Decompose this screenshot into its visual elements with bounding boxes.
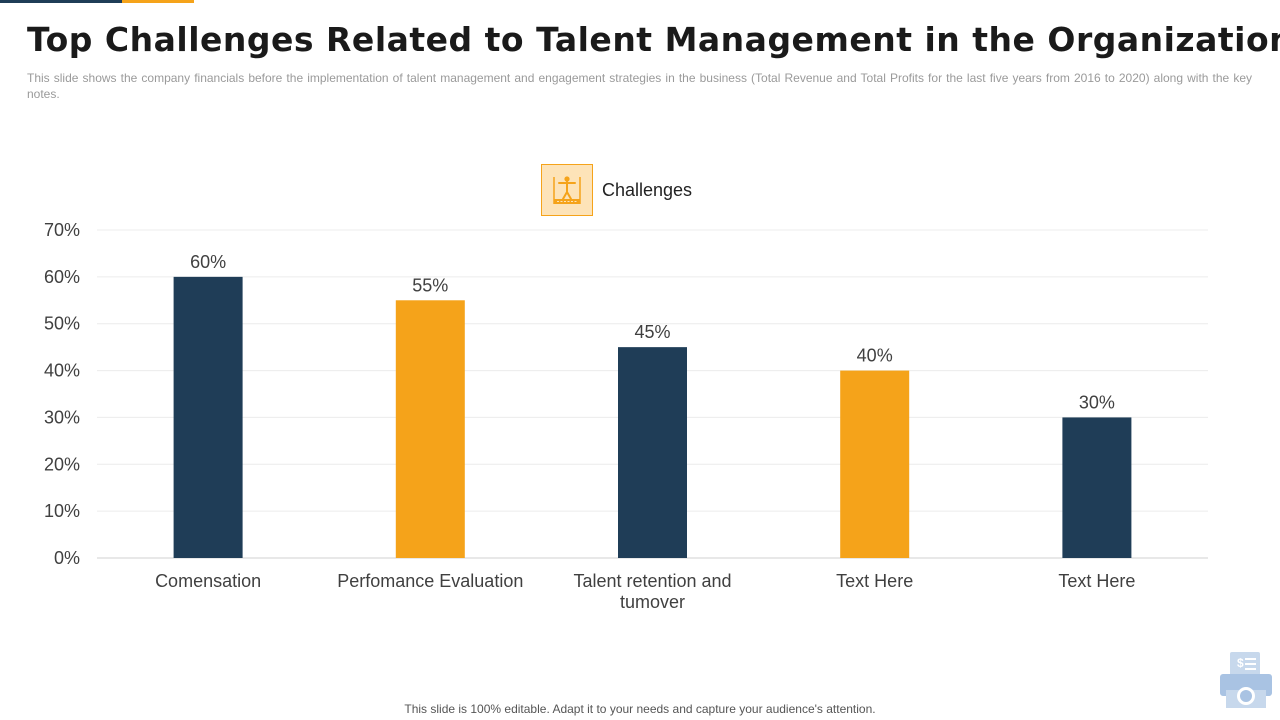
person-podium-icon <box>541 164 593 216</box>
bar <box>395 300 465 558</box>
y-tick-label: 30% <box>44 407 80 427</box>
y-tick-label: 0% <box>54 548 80 568</box>
category-label: Perfomance Evaluation <box>337 571 523 591</box>
page-subtitle: This slide shows the company financials … <box>27 71 1252 101</box>
data-label: 55% <box>412 275 448 295</box>
bar <box>1062 417 1132 558</box>
y-tick-label: 60% <box>44 267 80 287</box>
data-label: 60% <box>190 252 226 272</box>
top-accent-bar-dark <box>0 0 122 3</box>
category-label: tumover <box>620 592 685 612</box>
finance-logo-icon: $ <box>1218 650 1274 708</box>
page-title: Top Challenges Related to Talent Managem… <box>27 20 1280 59</box>
y-tick-label: 10% <box>44 501 80 521</box>
category-label: Text Here <box>836 571 913 591</box>
top-accent-bar-orange <box>122 0 194 3</box>
footer-note: This slide is 100% editable. Adapt it to… <box>404 702 876 716</box>
chart-legend: Challenges <box>541 163 692 217</box>
data-label: 40% <box>857 346 893 366</box>
y-tick-label: 70% <box>44 220 80 240</box>
y-tick-label: 40% <box>44 361 80 381</box>
bar <box>173 276 243 558</box>
bar <box>840 370 910 558</box>
svg-text:$: $ <box>1237 656 1244 670</box>
legend-label: Challenges <box>602 179 693 200</box>
y-tick-label: 50% <box>44 314 80 334</box>
y-tick-label: 20% <box>44 454 80 474</box>
category-label: Text Here <box>1058 571 1135 591</box>
bar <box>618 347 687 558</box>
data-label: 30% <box>1079 392 1115 412</box>
data-label: 45% <box>634 322 670 342</box>
category-label: Talent retention and <box>573 571 731 591</box>
category-label: Comensation <box>155 571 261 591</box>
